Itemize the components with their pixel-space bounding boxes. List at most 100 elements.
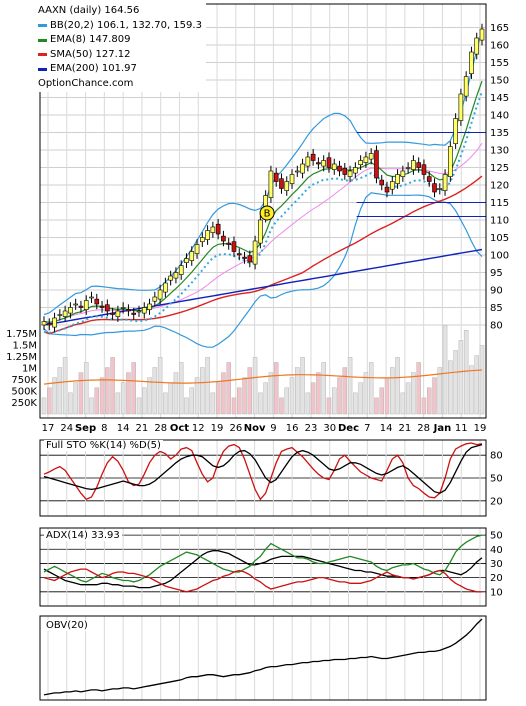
date-tick-label: 23 bbox=[305, 423, 318, 434]
candle-body bbox=[474, 37, 480, 55]
volume-bar bbox=[437, 367, 443, 415]
candle-body bbox=[358, 160, 363, 165]
date-tick-label: 12 bbox=[192, 423, 205, 434]
candle-body bbox=[458, 93, 464, 121]
volume-bar bbox=[411, 372, 416, 415]
volume-bar bbox=[426, 387, 432, 415]
date-tick-label: 28 bbox=[154, 423, 167, 434]
volume-bar bbox=[147, 377, 152, 415]
candle-body bbox=[411, 160, 416, 170]
date-tick-label: 14 bbox=[380, 423, 393, 434]
adx-panel: 50 40 30 20 10 bbox=[40, 528, 503, 606]
legend-item-bb: BB(20,2) 106.1, 132.70, 159.3 bbox=[38, 19, 202, 34]
candle-body bbox=[400, 170, 406, 177]
volume-bar bbox=[210, 392, 216, 415]
volume-bar bbox=[368, 362, 374, 415]
volume-bar bbox=[110, 357, 115, 415]
volume-bar bbox=[284, 387, 289, 415]
candle-body bbox=[136, 310, 142, 313]
volume-bar bbox=[215, 382, 221, 415]
candle-body bbox=[363, 156, 369, 163]
date-tick-label: 11 bbox=[455, 423, 468, 434]
candle-body bbox=[168, 275, 173, 281]
volume-tick-label: 250K bbox=[11, 398, 37, 409]
legend-label-sma50: SMA(50) 127.12 bbox=[50, 48, 131, 60]
panel-tick-label: 30 bbox=[490, 559, 503, 570]
volume-bar bbox=[247, 367, 253, 415]
panel-tick-label: 40 bbox=[490, 545, 503, 556]
price-tick-label: 160 bbox=[490, 41, 509, 52]
price-tick-label: 115 bbox=[490, 198, 509, 209]
volume-bar bbox=[273, 362, 279, 415]
candle-body bbox=[57, 314, 63, 316]
candle-body bbox=[194, 244, 200, 254]
panel-frames bbox=[39, 3, 487, 701]
candle-body bbox=[395, 174, 400, 184]
candle-body bbox=[289, 174, 295, 184]
volume-tick-label: 750K bbox=[11, 375, 37, 386]
panel-frame bbox=[39, 3, 487, 419]
price-tick-label: 140 bbox=[490, 111, 509, 122]
candle-body bbox=[46, 323, 52, 326]
volume-bar bbox=[453, 350, 458, 415]
legend-item-ema8: EMA(8) 147.809 bbox=[38, 33, 202, 48]
volume-bar bbox=[295, 367, 300, 415]
date-tick-label: 7 bbox=[364, 423, 370, 434]
chart-title: AAXN (daily) 164.56 bbox=[38, 5, 140, 16]
date-tick-label: Nov bbox=[244, 423, 266, 434]
volume-bar bbox=[242, 377, 247, 415]
volume-tick-label: 1M bbox=[22, 364, 37, 375]
candle-body bbox=[62, 310, 68, 317]
volume-bar bbox=[463, 330, 469, 415]
date-tick-label: 17 bbox=[42, 423, 55, 434]
candle-body bbox=[110, 312, 115, 315]
date-tick-label: 21 bbox=[136, 423, 149, 434]
candle-body bbox=[416, 162, 421, 168]
volume-bar bbox=[83, 362, 89, 415]
volume-bar bbox=[316, 372, 321, 415]
volume-bar bbox=[416, 362, 421, 415]
volume-bar bbox=[395, 357, 400, 415]
volume-bar bbox=[331, 387, 337, 415]
candle-body bbox=[210, 226, 216, 233]
volume-bar bbox=[448, 360, 453, 415]
volume-bar bbox=[152, 367, 158, 415]
date-axis: 17 24 Sep 8 14 21 28 Oct 12 19 26 Nov 9 16 23 30 Dec 7 14 2… bbox=[42, 423, 487, 434]
volume-bar bbox=[94, 387, 100, 415]
volume-bar bbox=[57, 367, 63, 415]
volume-bar bbox=[52, 377, 57, 415]
legend-item-sma50: SMA(50) 127.12 bbox=[38, 48, 202, 63]
candle-body bbox=[463, 76, 469, 97]
volume-bar bbox=[342, 367, 348, 415]
volume-bar bbox=[258, 392, 263, 415]
candle-body bbox=[205, 230, 210, 240]
volume-average-line bbox=[43, 369, 483, 385]
price-tick-label: 80 bbox=[490, 321, 503, 332]
candle-body bbox=[83, 300, 89, 310]
candle-body bbox=[368, 153, 374, 160]
chart-legend: AAXN (daily) 164.56 BB(20,2) 106.1, 132.… bbox=[34, 3, 206, 92]
candle-body bbox=[353, 167, 358, 174]
volume-bar bbox=[178, 362, 184, 415]
candle-body bbox=[73, 303, 78, 306]
candle-body bbox=[347, 170, 353, 177]
volume-bar bbox=[379, 387, 384, 415]
candle-body bbox=[189, 251, 195, 261]
volume-bar bbox=[173, 372, 179, 415]
date-tick-label: 21 bbox=[399, 423, 412, 434]
date-tick-label: 9 bbox=[270, 423, 276, 434]
candle-body bbox=[300, 163, 305, 174]
price-tick-label: 100 bbox=[490, 251, 509, 262]
panel-frame bbox=[39, 615, 487, 701]
date-tick-label: 19 bbox=[211, 423, 224, 434]
candle-body bbox=[295, 170, 300, 173]
candle-body bbox=[268, 170, 274, 198]
candle-body bbox=[41, 321, 47, 326]
price-tick-label: 120 bbox=[490, 181, 509, 192]
volume-tick-label: 500K bbox=[11, 387, 37, 398]
price-tick-label: 105 bbox=[490, 233, 509, 244]
date-tick-label: Oct bbox=[170, 423, 189, 434]
volume-bar bbox=[136, 397, 142, 415]
obv-title: OBV(20) bbox=[44, 620, 90, 631]
candle-body bbox=[242, 256, 247, 259]
